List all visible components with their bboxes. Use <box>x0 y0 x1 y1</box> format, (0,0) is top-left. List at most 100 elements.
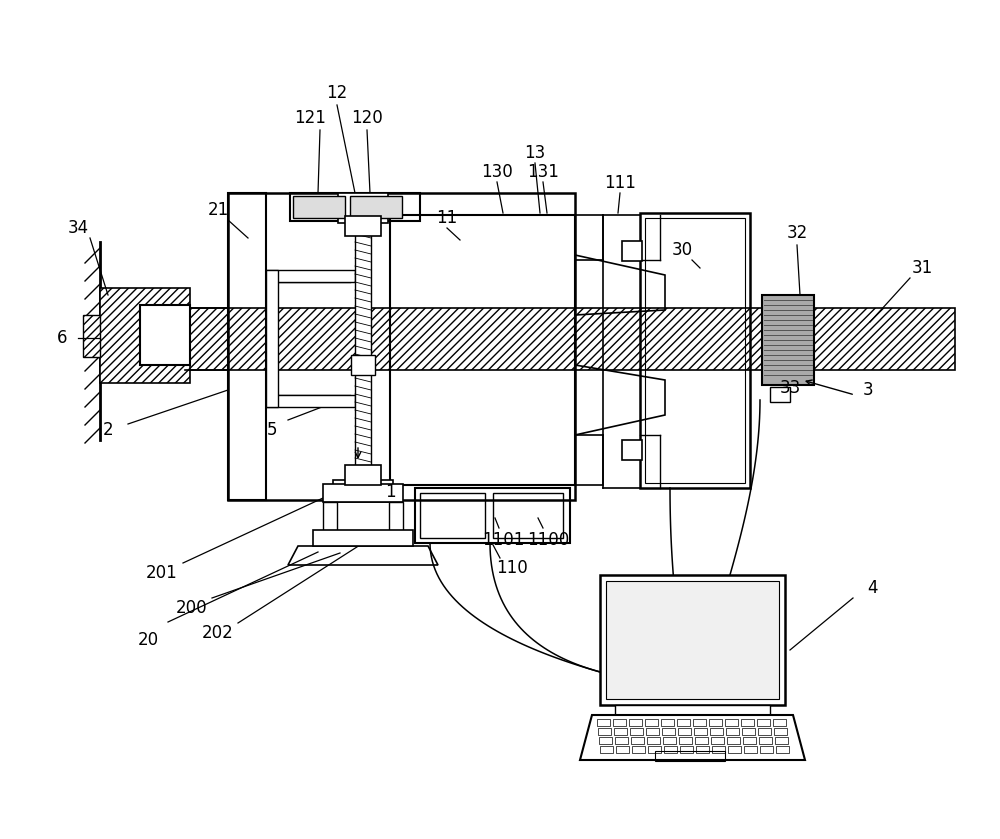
Bar <box>663 737 676 744</box>
Bar <box>615 737 628 744</box>
Text: 120: 120 <box>351 109 383 127</box>
Bar <box>338 193 388 223</box>
Text: 131: 131 <box>527 163 559 181</box>
Bar <box>598 728 611 735</box>
Text: 201: 201 <box>146 564 178 582</box>
Bar <box>712 746 725 753</box>
Bar <box>695 737 708 744</box>
Bar <box>762 295 814 385</box>
Bar <box>776 746 789 753</box>
Text: 20: 20 <box>137 631 159 649</box>
Bar <box>741 719 754 726</box>
Bar <box>185 308 955 370</box>
Bar <box>632 746 645 753</box>
Bar <box>390 215 575 485</box>
Text: 33: 33 <box>779 379 801 397</box>
Bar <box>693 719 706 726</box>
Text: 202: 202 <box>202 624 234 642</box>
Bar <box>630 728 643 735</box>
Bar <box>323 502 337 537</box>
Bar <box>744 746 757 753</box>
Bar <box>677 719 690 726</box>
Bar <box>728 746 741 753</box>
Bar <box>350 196 402 218</box>
Bar <box>345 465 381 485</box>
Bar <box>661 719 674 726</box>
Bar <box>757 719 770 726</box>
Text: 111: 111 <box>604 174 636 192</box>
Bar <box>614 728 627 735</box>
Bar <box>228 193 575 500</box>
Bar <box>613 719 626 726</box>
Text: 200: 200 <box>176 599 208 617</box>
Bar <box>293 196 345 218</box>
Bar <box>645 218 745 483</box>
Text: 4: 4 <box>868 579 878 597</box>
Text: 3: 3 <box>863 381 873 399</box>
Bar <box>662 728 675 735</box>
Bar <box>420 493 485 538</box>
Polygon shape <box>580 715 805 760</box>
Bar <box>345 216 381 236</box>
Text: 32: 32 <box>786 224 808 242</box>
Text: 5: 5 <box>267 421 277 439</box>
Bar <box>616 746 629 753</box>
Bar <box>648 746 661 753</box>
Text: 130: 130 <box>481 163 513 181</box>
Bar <box>664 746 677 753</box>
Bar <box>640 213 750 488</box>
Text: 21: 21 <box>207 201 229 219</box>
Bar <box>493 493 563 538</box>
Text: 1: 1 <box>385 483 395 501</box>
Bar <box>759 737 772 744</box>
Text: 1100: 1100 <box>527 531 569 549</box>
Bar <box>606 581 779 699</box>
Bar <box>600 575 785 705</box>
Bar <box>655 751 725 761</box>
Bar <box>389 502 403 537</box>
Bar <box>696 746 709 753</box>
Bar <box>727 737 740 744</box>
Bar <box>774 728 787 735</box>
Bar <box>711 737 724 744</box>
Bar <box>647 737 660 744</box>
Bar <box>266 395 355 407</box>
Text: 34: 34 <box>67 219 89 237</box>
Bar <box>773 719 786 726</box>
Text: 6: 6 <box>57 329 67 347</box>
Bar <box>680 746 693 753</box>
Text: 31: 31 <box>911 259 933 277</box>
Bar <box>83 315 100 357</box>
Bar <box>600 746 613 753</box>
Bar <box>351 355 375 375</box>
Bar <box>775 737 788 744</box>
Bar <box>313 530 413 546</box>
Bar <box>742 728 755 735</box>
Text: 2: 2 <box>103 421 113 439</box>
Bar <box>679 737 692 744</box>
Bar <box>415 488 570 543</box>
Bar <box>622 440 642 460</box>
Bar <box>629 719 642 726</box>
Text: 121: 121 <box>294 109 326 127</box>
Bar <box>290 193 420 221</box>
Bar <box>760 746 773 753</box>
Bar <box>631 737 644 744</box>
Bar <box>323 484 403 502</box>
Bar <box>266 270 355 282</box>
Bar <box>622 241 642 261</box>
Bar <box>333 480 393 502</box>
Bar <box>694 728 707 735</box>
Bar <box>615 705 770 715</box>
Bar <box>599 737 612 744</box>
Bar <box>758 728 771 735</box>
Bar <box>743 737 756 744</box>
Bar <box>100 288 190 383</box>
Bar <box>355 221 371 480</box>
Bar <box>140 305 190 365</box>
Text: 30: 30 <box>671 241 693 259</box>
Bar <box>770 387 790 402</box>
Text: 13: 13 <box>524 144 546 162</box>
Bar <box>725 719 738 726</box>
Bar <box>228 193 266 500</box>
